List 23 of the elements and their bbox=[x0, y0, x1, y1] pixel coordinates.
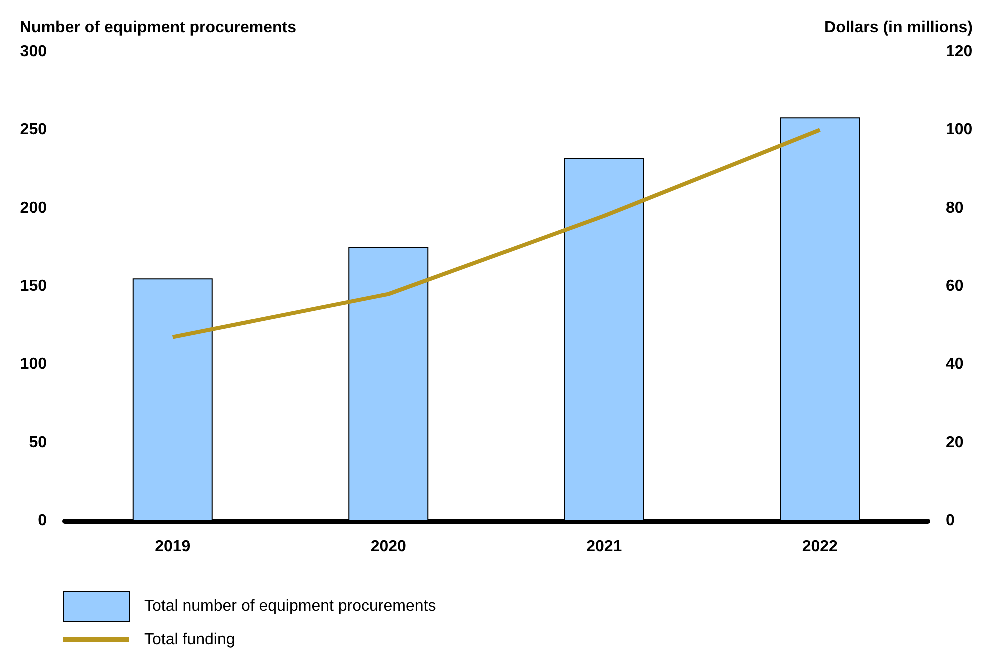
x-tick-label: 2021 bbox=[586, 538, 622, 556]
y-tick-label: 200 bbox=[20, 200, 48, 217]
y2-axis-title: Dollars (in millions) bbox=[824, 20, 973, 36]
y2-tick-label: 120 bbox=[946, 44, 973, 60]
x-tick-label: 2020 bbox=[370, 538, 407, 556]
y2-tick-label: 100 bbox=[946, 122, 973, 139]
x-tick-label: 2019 bbox=[155, 538, 191, 556]
y-tick-label: 300 bbox=[20, 44, 48, 60]
y-tick-label: 0 bbox=[38, 512, 48, 530]
line-series bbox=[170, 128, 822, 340]
y-axis-title: Number of equipment procurements bbox=[20, 20, 297, 36]
y2-tick-label: 80 bbox=[946, 200, 964, 217]
y-tick-label: 150 bbox=[20, 278, 48, 295]
legend-label: Total number of equipment procurements bbox=[144, 598, 436, 615]
y-tick-label: 100 bbox=[20, 356, 48, 374]
legend-label: Total funding bbox=[144, 632, 236, 648]
y2-tick-label: 60 bbox=[946, 278, 964, 295]
y2-tick-label: 40 bbox=[946, 356, 964, 374]
y2-tick-label: 0 bbox=[946, 512, 955, 530]
y-tick-label: 50 bbox=[29, 434, 48, 452]
x-tick-label: 2022 bbox=[802, 538, 838, 556]
y-tick-label: 250 bbox=[20, 122, 48, 139]
y2-tick-label: 20 bbox=[946, 434, 964, 452]
